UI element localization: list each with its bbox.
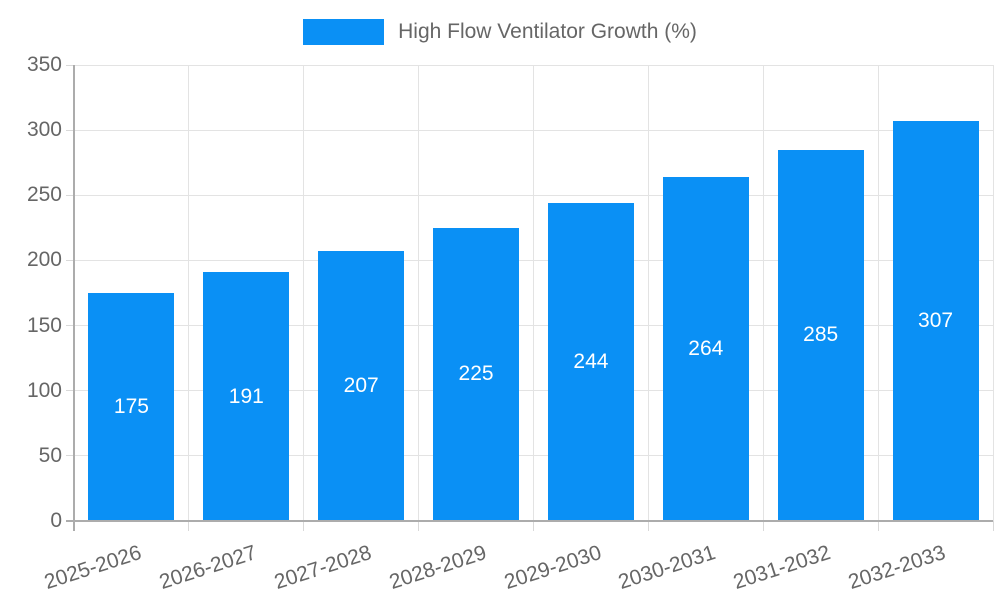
- bar-2031-2032[interactable]: 285: [777, 149, 864, 521]
- y-axis-tick-label: 150: [26, 313, 62, 337]
- plot-area: 0 50 100 150 200 250 300 350 175 2025-2026 191 2026…: [27, 54, 994, 594]
- x-axis-tick-label: 2030-2031: [615, 541, 719, 594]
- y-axis-tick: [66, 129, 74, 131]
- bar-value-label: 191: [228, 384, 264, 408]
- y-axis-tick-label: 50: [38, 443, 62, 467]
- x-gridline: [303, 65, 305, 521]
- x-axis-line: [66, 520, 993, 522]
- bar-value-label: 307: [918, 309, 954, 332]
- y-axis-tick: [66, 390, 74, 392]
- legend-swatch-icon: [303, 19, 385, 45]
- bar-value-label: 225: [458, 362, 494, 386]
- bar-value-label: 175: [113, 395, 149, 418]
- x-gridline: [762, 65, 764, 521]
- chart-legend: High Flow Ventilator Growth (%): [0, 19, 1000, 45]
- x-gridline: [647, 65, 649, 521]
- x-axis-tick: [647, 521, 649, 531]
- x-axis-tick-label: 2028-2029: [386, 541, 489, 594]
- x-axis-tick: [877, 521, 879, 531]
- y-axis-tick-label: 0: [50, 509, 62, 532]
- x-axis-tick-label: 2032-2033: [845, 541, 949, 594]
- x-gridline: [188, 65, 190, 521]
- x-gridline: [877, 65, 879, 521]
- bar-2028-2029[interactable]: 225: [433, 227, 520, 521]
- legend-label: High Flow Ventilator Growth (%): [398, 20, 697, 43]
- x-gridline: [533, 65, 534, 521]
- bar-value-label: 264: [688, 337, 724, 360]
- legend-item[interactable]: High Flow Ventilator Growth (%): [303, 19, 697, 45]
- y-axis-line: [72, 65, 75, 531]
- x-axis-tick: [762, 521, 764, 531]
- bar-2026-2027[interactable]: 191: [203, 272, 290, 521]
- bar-2029-2030[interactable]: 244: [547, 203, 634, 521]
- y-axis-tick-label: 350: [26, 53, 62, 76]
- y-axis-tick: [66, 325, 74, 327]
- bar-2032-2033[interactable]: 307: [892, 121, 979, 521]
- y-axis-tick-label: 100: [26, 378, 62, 402]
- x-axis-tick-label: 2031-2032: [730, 541, 834, 594]
- bar-value-label: 207: [343, 374, 379, 398]
- y-axis-tick-label: 250: [26, 183, 62, 207]
- x-axis-tick: [418, 521, 420, 531]
- x-axis-tick: [992, 521, 994, 531]
- y-axis-tick: [66, 194, 74, 196]
- x-axis-tick: [533, 521, 534, 531]
- bar-value-label: 285: [803, 323, 839, 347]
- x-axis-tick: [303, 521, 305, 531]
- bar-value-label: 244: [573, 350, 609, 374]
- bar-2025-2026[interactable]: 175: [88, 293, 175, 521]
- bar-2027-2028[interactable]: 207: [318, 251, 405, 521]
- x-axis-tick-label: 2026-2027: [156, 541, 260, 594]
- y-axis-tick: [66, 64, 74, 66]
- y-axis-tick-label: 300: [26, 118, 62, 142]
- x-axis-tick-label: 2027-2028: [271, 541, 374, 594]
- y-axis-tick: [66, 455, 74, 457]
- y-axis-tick: [66, 259, 74, 261]
- bar-2030-2031[interactable]: 264: [662, 177, 749, 521]
- x-gridline: [992, 65, 994, 521]
- x-axis-tick: [188, 521, 190, 531]
- x-gridline: [418, 65, 420, 521]
- x-axis-tick-label: 2025-2026: [41, 541, 145, 594]
- y-axis-tick-label: 200: [26, 248, 62, 272]
- x-axis-tick-label: 2029-2030: [501, 541, 604, 594]
